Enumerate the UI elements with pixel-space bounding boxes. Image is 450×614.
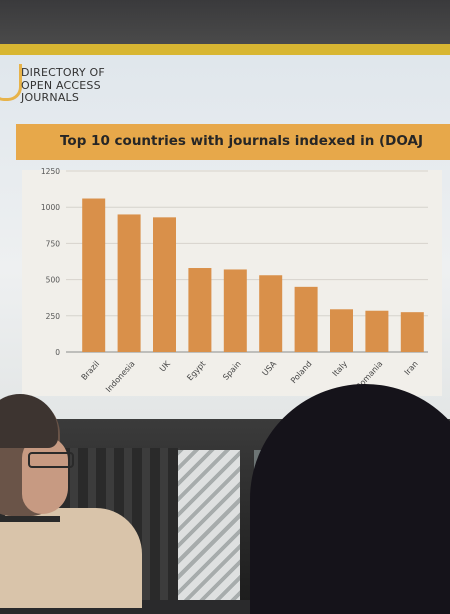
bar-italy	[330, 309, 353, 352]
bar-romania	[365, 310, 389, 352]
logo-line-3: JOURNALS	[21, 91, 80, 104]
slide-title-bar: Top 10 countries with journals indexed i…	[16, 124, 450, 160]
x-tick-label: USA	[260, 359, 278, 378]
bar-iran	[400, 312, 424, 352]
y-tick-label: 1000	[41, 203, 60, 212]
x-tick-label: Poland	[289, 359, 314, 385]
ceiling	[0, 0, 450, 44]
x-tick-label: Italy	[331, 359, 349, 378]
lanyard	[0, 516, 60, 522]
audience-shirt	[0, 508, 142, 608]
bar-chart: 0 250 500 750 1000 1250 Brazil Indonesia UK Egypt…	[41, 167, 428, 394]
y-tick-label: 500	[46, 276, 61, 285]
bar-poland	[294, 286, 318, 352]
lattice-pattern	[178, 450, 240, 600]
projection-screen: DIRECTORY OF OPEN ACCESS JOURNALS Top 10…	[0, 44, 450, 419]
y-tick-label: 250	[46, 312, 61, 321]
audience-face	[22, 436, 68, 514]
x-tick-label: UK	[158, 359, 173, 374]
bar-uk	[153, 217, 176, 352]
slide-title: Top 10 countries with journals indexed i…	[60, 133, 423, 149]
x-tick-label: Iran	[403, 359, 420, 377]
audience-head-right	[250, 384, 450, 614]
x-tick-label: Indonesia	[104, 359, 137, 394]
window-lattice	[178, 450, 240, 600]
glasses-icon	[28, 452, 74, 468]
bar-brazil	[82, 198, 106, 352]
y-tick-label: 0	[55, 348, 60, 357]
doaj-logo-icon	[0, 64, 22, 101]
logo-line-2: OPEN ACCESS	[21, 78, 101, 92]
bar-spain	[223, 269, 247, 352]
y-tick-label: 1250	[41, 167, 60, 176]
bar-usa	[259, 275, 283, 352]
bar-egypt	[188, 268, 212, 352]
bar-indonesia	[117, 214, 141, 352]
x-tick-label: Egypt	[185, 359, 207, 382]
x-tick-label: Brazil	[80, 359, 102, 382]
doaj-logo-text: DIRECTORY OF OPEN ACCESS JOURNALS	[21, 66, 105, 105]
slide-top-bar	[0, 44, 450, 55]
y-tick-label: 750	[46, 239, 61, 248]
logo-line-1: DIRECTORY OF	[21, 66, 105, 79]
x-tick-label: Spain	[221, 359, 243, 382]
